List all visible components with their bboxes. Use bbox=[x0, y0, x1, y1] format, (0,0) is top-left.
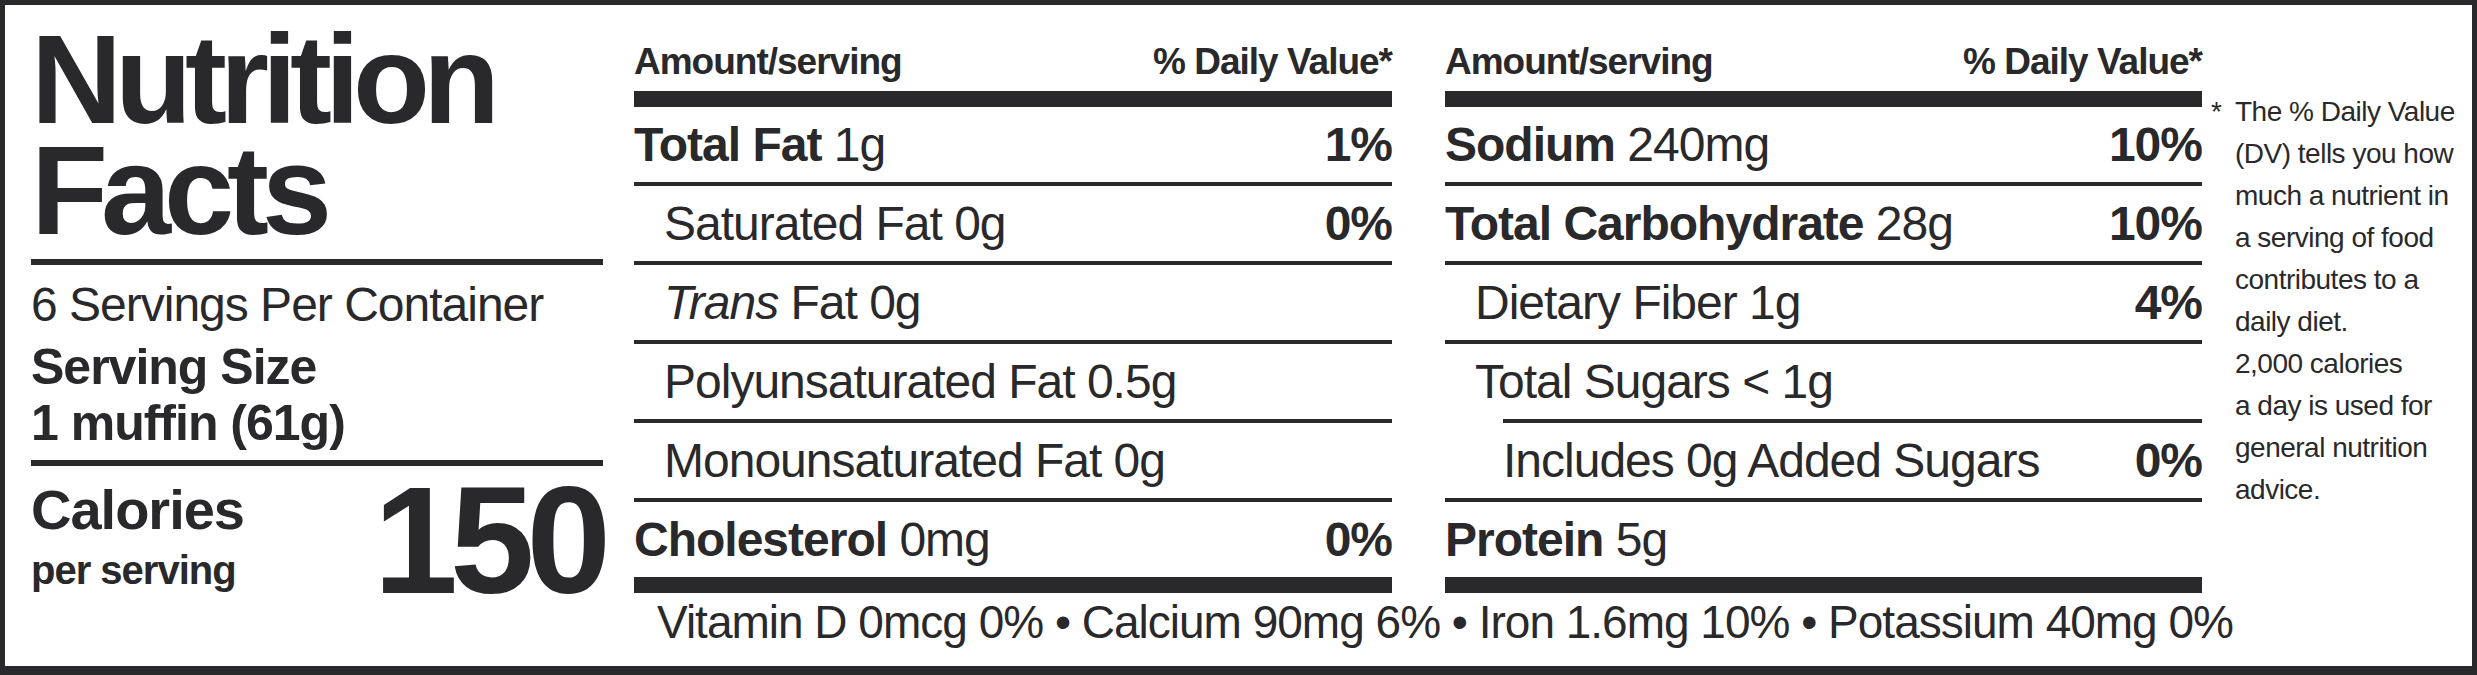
footnote-line: (DV) tells you how bbox=[2235, 133, 2455, 175]
calories-labels: Calories per serving bbox=[31, 482, 244, 590]
nutrient-row: Monounsaturated Fat 0g bbox=[634, 423, 1392, 498]
nutrient-name-amount: Trans Fat 0g bbox=[634, 275, 921, 330]
servings-per-container: 6 Servings Per Container bbox=[31, 279, 603, 332]
nutrient-row: Sodium 240mg 10% bbox=[1445, 107, 2202, 182]
calories-value: 150 bbox=[373, 478, 603, 603]
thick-bar bbox=[1445, 91, 2202, 107]
daily-value-percent: 0% bbox=[1325, 512, 1392, 567]
footnote-text: The % Daily Value(DV) tells you howmuch … bbox=[2235, 91, 2455, 511]
footnote-line: general nutrition bbox=[2235, 427, 2455, 469]
nutrient-row: Polyunsaturated Fat 0.5g bbox=[634, 344, 1392, 419]
footnote-line: advice. bbox=[2235, 469, 2455, 511]
footnote-line: contributes to a bbox=[2235, 259, 2455, 301]
daily-value-percent: 0% bbox=[2135, 433, 2202, 488]
nutrient-row: Includes 0g Added Sugars 0% bbox=[1445, 423, 2202, 498]
footnote-line: a serving of food bbox=[2235, 217, 2455, 259]
label-left-panel: NutritionFacts 6 Servings Per Container … bbox=[31, 25, 603, 602]
column-header: Amount/serving % Daily Value* bbox=[1445, 41, 2202, 91]
thick-bar bbox=[1445, 577, 2202, 593]
calories-label: Calories bbox=[31, 482, 244, 538]
column-header-amount: Amount/serving bbox=[634, 41, 902, 83]
nutrient-name-amount: Total Carbohydrate 28g bbox=[1445, 196, 1953, 251]
nutrient-name-amount: Sodium 240mg bbox=[1445, 117, 1769, 172]
serving-size-label: Serving Size bbox=[31, 340, 603, 394]
nutrient-name-amount: Polyunsaturated Fat 0.5g bbox=[634, 354, 1176, 409]
footnote-asterisk: * bbox=[2211, 91, 2235, 511]
nutrient-row: Trans Fat 0g bbox=[634, 265, 1392, 340]
serving-size-value: 1 muffin (61g) bbox=[31, 396, 603, 450]
daily-value-percent: 4% bbox=[2135, 275, 2202, 330]
nutrient-name-amount: Dietary Fiber 1g bbox=[1445, 275, 1800, 330]
nutrient-name-amount: Includes 0g Added Sugars bbox=[1445, 433, 2039, 488]
nutrient-name-amount: Protein 5g bbox=[1445, 512, 1667, 567]
daily-value-percent: 10% bbox=[2109, 196, 2202, 251]
nutrient-row: Cholesterol 0mg 0% bbox=[634, 502, 1392, 577]
nutrient-row: Total Carbohydrate 28g 10% bbox=[1445, 186, 2202, 261]
nutrient-row: Saturated Fat 0g 0% bbox=[634, 186, 1392, 261]
vitamins-minerals-line: Vitamin D 0mcg 0% • Calcium 90mg 6% • Ir… bbox=[628, 595, 2262, 649]
footnote-line: 2,000 calories bbox=[2235, 343, 2455, 385]
nutrient-row: Dietary Fiber 1g 4% bbox=[1445, 265, 2202, 340]
nutrient-name-amount: Saturated Fat 0g bbox=[634, 196, 1006, 251]
nutrient-row: Total Fat 1g 1% bbox=[634, 107, 1392, 182]
title-line-2: Facts bbox=[31, 120, 325, 261]
daily-value-percent: 1% bbox=[1325, 117, 1392, 172]
footnote-line: much a nutrient in bbox=[2235, 175, 2455, 217]
calories-row: Calories per serving 150 bbox=[31, 482, 603, 603]
nutrient-row: Total Sugars < 1g bbox=[1445, 344, 2202, 419]
nutrient-rows: Total Fat 1g 1% Saturated Fat 0g 0% Trans Fa… bbox=[634, 107, 1392, 577]
thick-bar bbox=[634, 91, 1392, 107]
footnote-line: The % Daily Value bbox=[2235, 91, 2455, 133]
column-header-daily-value: % Daily Value* bbox=[1963, 41, 2202, 83]
nutrient-column-left: Amount/serving % Daily Value* Total Fat … bbox=[634, 35, 1392, 593]
thick-bar bbox=[634, 577, 1392, 593]
nutrient-row: Protein 5g bbox=[1445, 502, 2202, 577]
calories-sub-label: per serving bbox=[31, 550, 244, 590]
nutrient-name-amount: Monounsaturated Fat 0g bbox=[634, 433, 1165, 488]
nutrient-name-amount: Cholesterol 0mg bbox=[634, 512, 990, 567]
nutrient-column-right: Amount/serving % Daily Value* Sodium 240… bbox=[1445, 35, 2202, 593]
daily-value-footnote: * The % Daily Value(DV) tells you howmuc… bbox=[2211, 91, 2471, 511]
daily-value-percent: 10% bbox=[2109, 117, 2202, 172]
nutrition-facts-label: NutritionFacts 6 Servings Per Container … bbox=[0, 0, 2477, 675]
nutrient-rows: Sodium 240mg 10% Total Carbohydrate 28g 10%… bbox=[1445, 107, 2202, 577]
nutrient-name-amount: Total Sugars < 1g bbox=[1445, 354, 1833, 409]
column-header: Amount/serving % Daily Value* bbox=[634, 41, 1392, 91]
nutrient-name-amount: Total Fat 1g bbox=[634, 117, 885, 172]
column-header-amount: Amount/serving bbox=[1445, 41, 1713, 83]
column-header-daily-value: % Daily Value* bbox=[1153, 41, 1392, 83]
daily-value-percent: 0% bbox=[1325, 196, 1392, 251]
footnote-line: a day is used for bbox=[2235, 385, 2455, 427]
footnote-line: daily diet. bbox=[2235, 301, 2455, 343]
page-title: NutritionFacts bbox=[31, 25, 603, 247]
